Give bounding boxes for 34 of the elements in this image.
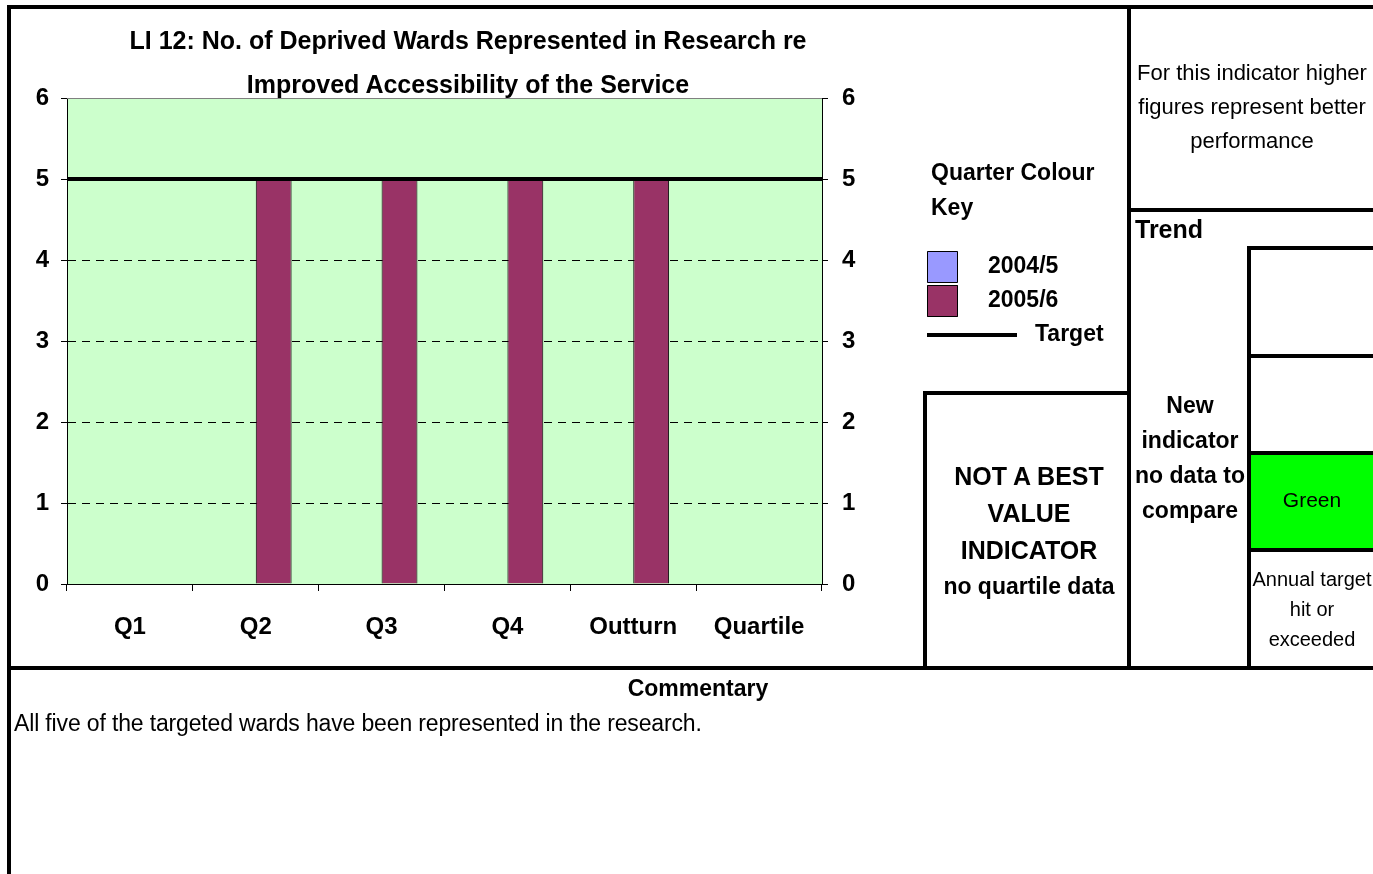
y-tick-label: 3	[35, 325, 49, 353]
chart-title: LI 12: No. of Deprived Wards Represented in Research re Improved Accessibility of the Service	[128, 25, 808, 100]
x-tick-label: Q3	[365, 612, 398, 640]
y2-tick-label: 6	[842, 82, 856, 110]
legend-title: Quarter Colour Key	[931, 159, 1095, 221]
text: For this indicator higher figures represent better performance	[1136, 59, 1368, 155]
y-tick-label: 5	[35, 163, 49, 191]
text: no quartile data	[943, 572, 1115, 601]
text: New indicator no data to compare	[1134, 391, 1246, 525]
text: NOT A BEST VALUE INDICATOR	[953, 461, 1105, 566]
y-tick-label: 4	[35, 244, 50, 272]
y2-tick-label: 3	[842, 325, 856, 353]
y-tick-label: 0	[35, 568, 49, 596]
x-tick-label: Q4	[491, 612, 525, 640]
x-tick-label: Outturn	[589, 612, 678, 640]
legend-label: Target	[1035, 320, 1104, 347]
legend-label: 2004/5	[988, 252, 1059, 279]
text: All five of the targeted wards have been represented in the research.	[14, 709, 702, 738]
y-tick-label: 2	[35, 406, 49, 434]
text: Green	[1282, 487, 1342, 513]
legend-label: 2005/6	[988, 286, 1059, 313]
text: Annual target hit or exceeded	[1251, 567, 1373, 652]
x-tick-label: Q1	[113, 612, 146, 640]
y2-tick-label: 2	[842, 406, 856, 434]
y2-tick-label: 1	[842, 487, 856, 515]
y2-tick-label: 4	[842, 244, 856, 272]
text: Commentary	[627, 674, 769, 702]
x-tick-label: Quartile	[713, 612, 805, 640]
x-tick-label: Q2	[239, 612, 272, 640]
y-tick-label: 6	[35, 82, 49, 110]
text: Trend	[1135, 214, 1204, 244]
y-tick-label: 1	[35, 487, 49, 515]
y2-tick-label: 5	[842, 163, 856, 191]
y2-tick-label: 0	[842, 568, 856, 596]
